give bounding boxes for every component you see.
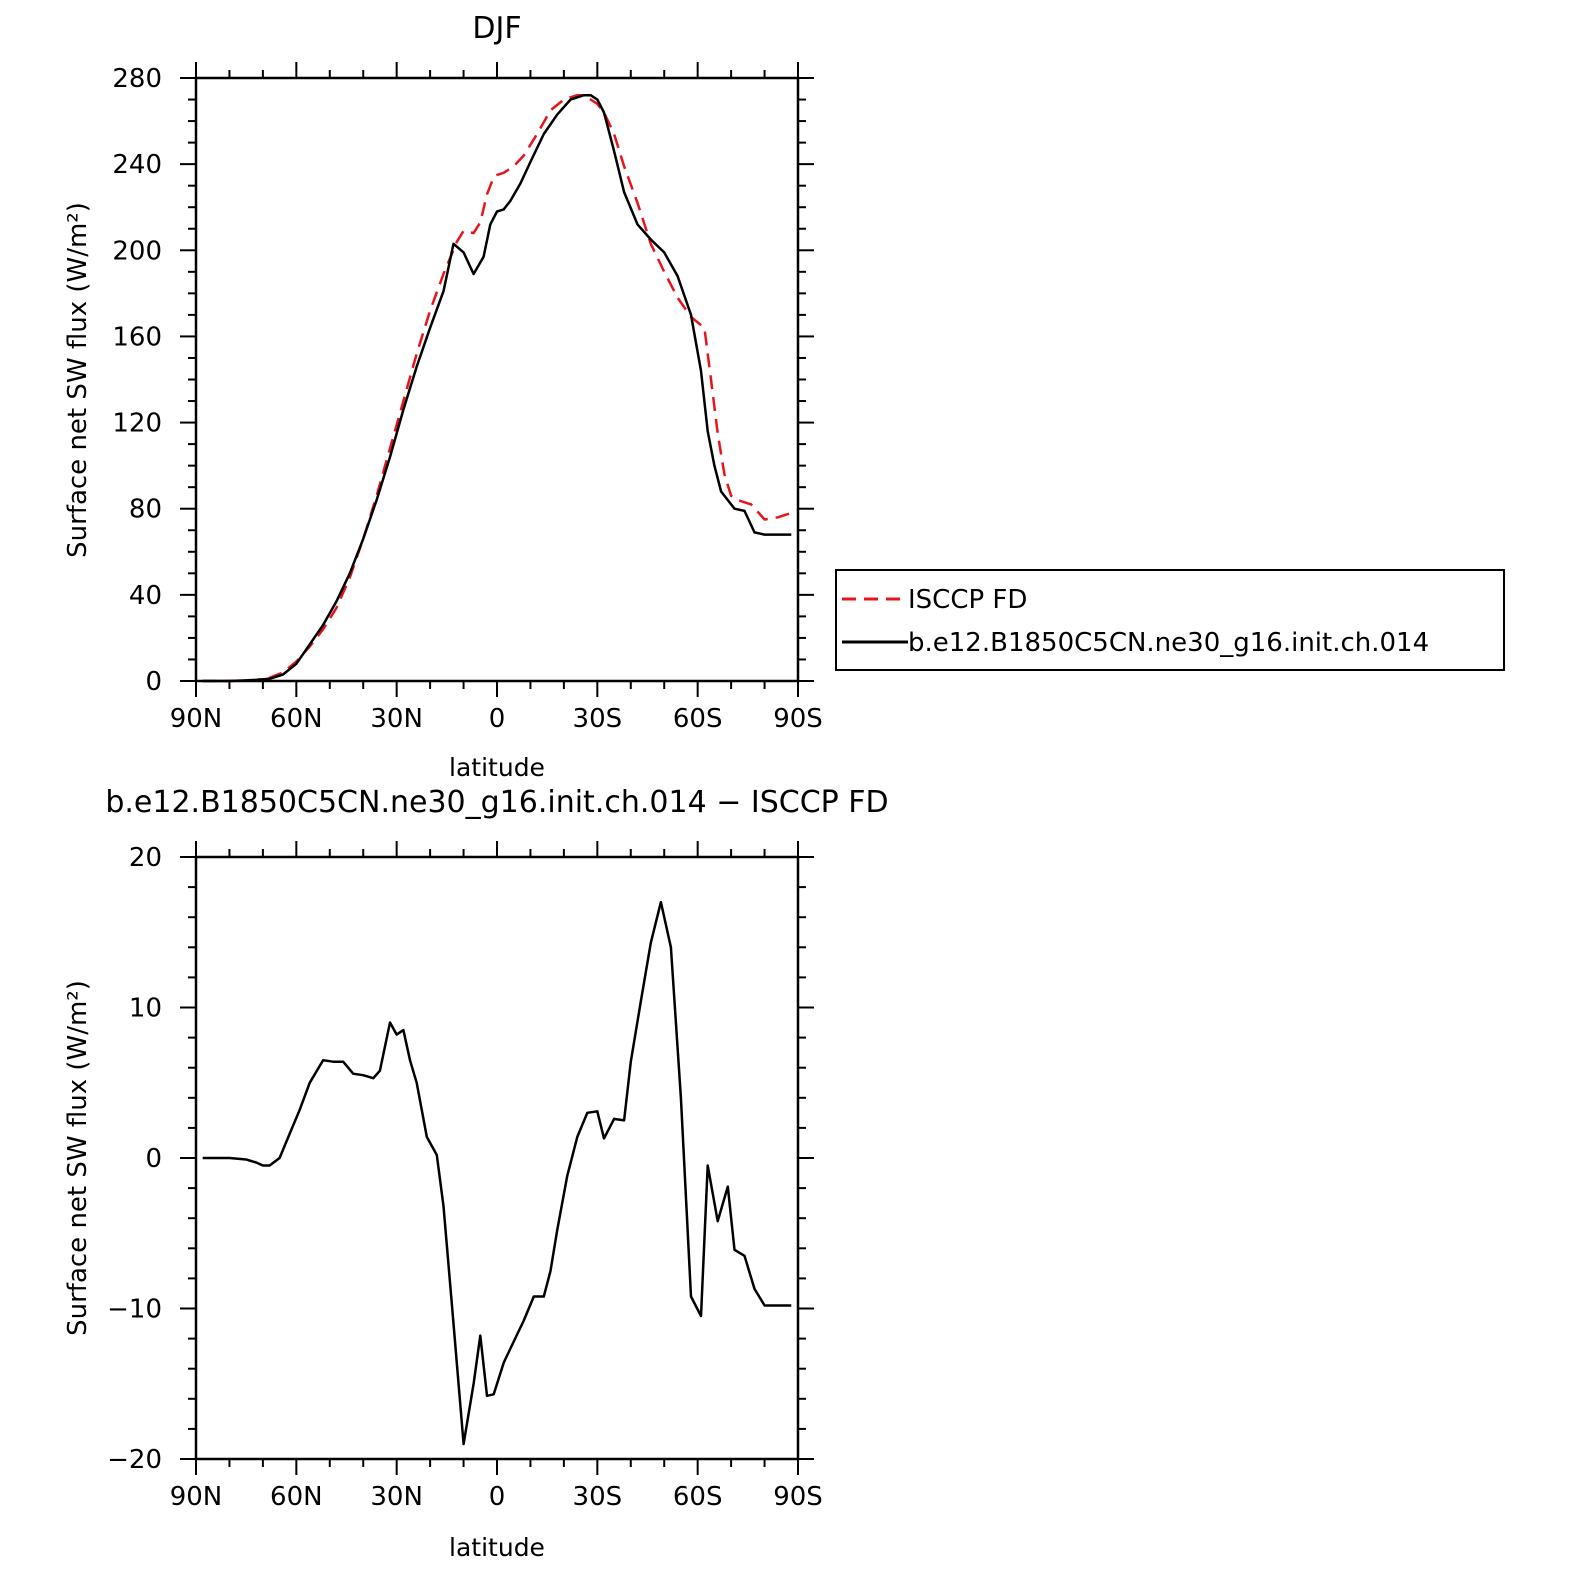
top-y-tick-label: 160: [112, 322, 162, 352]
top-panel-ticks: [180, 62, 814, 697]
bottom-y-tick-label: −20: [107, 1445, 162, 1475]
bottom-panel-title: b.e12.B1850C5CN.ne30_g16.init.ch.014 − I…: [105, 785, 888, 820]
top-panel-title: DJF: [472, 11, 521, 46]
top-series-line-0: [202, 93, 792, 683]
top-y-tick-label: 200: [112, 236, 162, 266]
bottom-y-tick-label: 10: [129, 994, 162, 1024]
bottom-x-tick-label: 90N: [170, 1482, 223, 1512]
bottom-x-tick-label: 0: [489, 1482, 506, 1512]
bottom-y-tick-label: 0: [145, 1144, 162, 1174]
top-x-tick-label: 60N: [270, 704, 323, 734]
bottom-x-tick-label: 90S: [773, 1482, 823, 1512]
bottom-panel: b.e12.B1850C5CN.ne30_g16.init.ch.014 − I…: [63, 785, 889, 1562]
bottom-panel-frame: [194, 855, 800, 1461]
bottom-x-tick-label: 60N: [270, 1482, 323, 1512]
top-y-tick-label: 40: [129, 581, 162, 611]
legend-label-isccp-fd: ISCCP FD: [908, 585, 1027, 615]
top-panel-frame: [194, 76, 800, 683]
legend-label-model: b.e12.B1850C5CN.ne30_g16.init.ch.014: [908, 628, 1429, 658]
bottom-panel-ticks: [180, 841, 814, 1475]
top-panel: DJF Surface net SW flux (W/m²) latitude …: [63, 11, 823, 782]
bottom-y-tick-label: 20: [129, 843, 162, 873]
top-x-tick-label: 30S: [573, 704, 623, 734]
bottom-panel-y-axis-title: Surface net SW flux (W/m²): [63, 980, 93, 1336]
bottom-x-tick-label: 60S: [673, 1482, 723, 1512]
top-x-tick-label: 90N: [170, 704, 223, 734]
top-y-tick-label: 240: [112, 150, 162, 180]
top-x-tick-label: 30N: [370, 704, 423, 734]
top-y-tick-label: 80: [129, 495, 162, 525]
bottom-x-tick-label: 30S: [573, 1482, 623, 1512]
legend-box: [835, 569, 1505, 671]
top-panel-y-axis-title: Surface net SW flux (W/m²): [63, 202, 93, 558]
bottom-series-line-0: [202, 900, 792, 1446]
top-series-line-1: [202, 93, 792, 683]
bottom-y-tick-label: −10: [107, 1295, 162, 1325]
top-y-tick-label: 120: [112, 409, 162, 439]
top-y-tick-label: 280: [112, 64, 162, 94]
top-panel-tick-labels: 90N 60N 30N 0 30S 60S 90S 0 40 80 120 160 200 240 280: [112, 64, 822, 734]
top-panel-x-axis-title: latitude: [449, 753, 545, 782]
bottom-x-tick-label: 30N: [370, 1482, 423, 1512]
top-panel-series: [202, 93, 792, 683]
bottom-panel-series: [202, 900, 792, 1446]
top-x-tick-label: 60S: [673, 704, 723, 734]
bottom-panel-tick-labels: 90N 60N 30N 0 30S 60S 90S −20 −10 0 10 20: [107, 843, 823, 1512]
legend: ISCCP FD b.e12.B1850C5CN.ne30_g16.init.c…: [835, 569, 1505, 671]
top-x-tick-label: 0: [489, 704, 506, 734]
bottom-panel-x-axis-title: latitude: [449, 1533, 545, 1562]
top-y-tick-label: 0: [145, 667, 162, 697]
top-x-tick-label: 90S: [773, 704, 823, 734]
